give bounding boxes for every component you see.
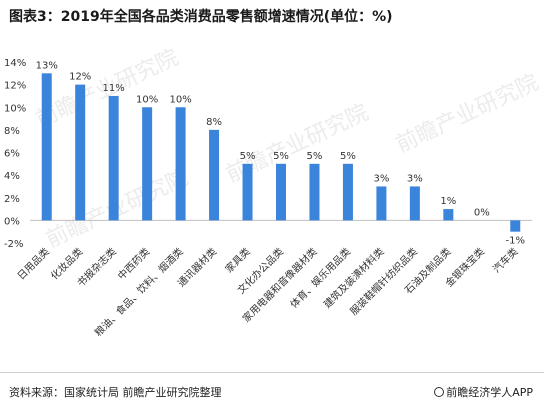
y-tick-label: 8% [4, 126, 20, 137]
data-label: 12% [69, 72, 91, 83]
data-label: 8% [206, 117, 222, 128]
y-tick-label: 12% [4, 81, 26, 92]
bar [41, 73, 52, 221]
brand-credit: 前瞻经济学人APP [434, 384, 533, 400]
y-tick-label: 6% [4, 149, 20, 160]
data-label: 5% [307, 151, 323, 162]
qianzhan-logo-icon [434, 387, 445, 397]
x-tick-label: 建筑及装潢材料类 [321, 245, 387, 311]
x-tick-label: 体育、娱乐用品类 [287, 245, 353, 311]
data-label: 10% [136, 94, 158, 105]
y-tick-label: 0% [4, 216, 20, 227]
bar [276, 163, 286, 221]
brand-name: 前瞻经济学人APP [446, 386, 533, 399]
data-label: 5% [240, 151, 256, 162]
bar [209, 129, 220, 221]
data-label: 0% [474, 207, 490, 218]
y-tick-label: 2% [4, 194, 20, 205]
data-label: 5% [273, 151, 289, 162]
y-tick-label: 10% [4, 103, 26, 114]
y-tick-label: 14% [4, 58, 26, 69]
bar [309, 163, 320, 221]
bar [342, 163, 353, 221]
data-label: 5% [340, 151, 356, 162]
data-label: 1% [440, 196, 456, 207]
bar [376, 186, 387, 221]
data-label: 10% [169, 94, 191, 105]
data-label: 3% [407, 173, 423, 184]
y-tick-label: 4% [4, 171, 20, 182]
bar [175, 107, 186, 221]
data-label: 3% [373, 173, 389, 184]
watermark: 前瞻产业研究院 [392, 70, 542, 158]
x-tick-label: 日用品类 [14, 245, 51, 282]
bar [75, 84, 86, 221]
bar [108, 95, 119, 221]
y-tick-label: -2% [4, 239, 23, 250]
footer: 资料来源：国家统计局 前瞻产业研究院整理 前瞻经济学人APP [0, 372, 544, 408]
x-tick-label: 汽车类 [490, 245, 520, 275]
bar [142, 107, 153, 221]
bar [443, 209, 454, 221]
bar [510, 220, 521, 232]
bar-chart: 前瞻产业研究院前瞻产业研究院前瞻产业研究院前瞻产业研究院-2%0%2%4%6%8… [4, 45, 542, 339]
data-label: -1% [506, 236, 525, 247]
data-label: 13% [36, 60, 58, 71]
bar [242, 163, 253, 221]
data-label: 11% [103, 83, 125, 94]
x-tick-label: 家具类 [222, 245, 252, 275]
chart-title: 图表3：2019年全国各品类消费品零售额增速情况(单位：%) [9, 9, 393, 25]
bar [409, 186, 420, 221]
source-note: 资料来源：国家统计局 前瞻产业研究院整理 [9, 386, 222, 399]
